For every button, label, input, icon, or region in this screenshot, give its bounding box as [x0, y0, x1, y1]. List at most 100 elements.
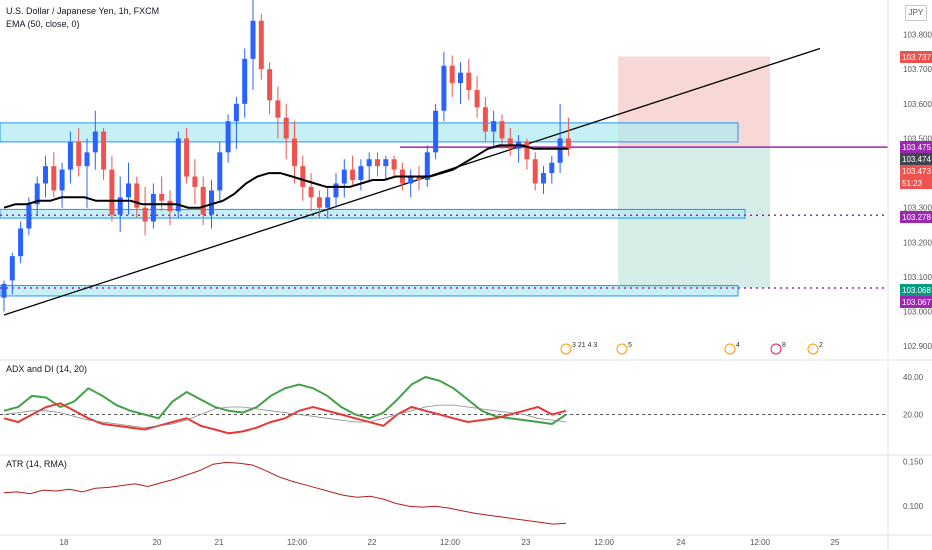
candle-body	[184, 138, 190, 177]
candle-body	[449, 65, 455, 84]
event-marker-icon	[770, 343, 782, 355]
price-tag-label: 103.474	[902, 155, 931, 164]
candle-body	[76, 141, 82, 167]
price-tick-label: 103.700	[903, 65, 932, 74]
price-tick-label: 103.100	[903, 273, 932, 282]
candle-body	[458, 72, 463, 84]
price-tick-label: 103.500	[903, 134, 932, 143]
time-tick-label: 12:00	[440, 538, 461, 547]
candle-body	[482, 107, 488, 132]
candle-body	[499, 121, 505, 139]
price-tick-label: 103.200	[903, 238, 932, 247]
adx-panel[interactable]: 40.00 20.00	[0, 373, 924, 435]
event-marker-label: 2	[819, 342, 823, 349]
time-tick-label: 25	[831, 538, 840, 547]
candle-body	[341, 169, 347, 184]
candle-body	[466, 72, 472, 90]
candle-body	[375, 159, 380, 167]
ema-legend[interactable]: EMA (50, close, 0)	[6, 19, 80, 29]
candle-body	[300, 166, 306, 187]
time-tick-label: 18	[60, 538, 69, 547]
candle-body	[292, 138, 297, 167]
event-marker-label: 4	[736, 342, 740, 349]
candle-body	[474, 90, 480, 108]
candle-body	[383, 159, 389, 167]
event-marker-icon	[807, 343, 819, 355]
ema-line	[3, 144, 569, 209]
event-marker-icon	[616, 343, 628, 355]
candle-body	[101, 131, 107, 170]
minus-di-line	[3, 402, 567, 435]
candle-body	[532, 159, 538, 184]
candle-body	[175, 138, 181, 212]
candle-body	[34, 183, 40, 205]
price-tag-label: 103.473	[902, 167, 931, 176]
main-price-panel[interactable]	[1, 0, 821, 316]
candle-body	[209, 190, 214, 215]
price-tag-label: 103.068	[902, 286, 931, 295]
candle-body	[200, 186, 206, 215]
atr-tick-label: 0.150	[903, 457, 924, 466]
price-tag-label: 51:23	[902, 179, 923, 188]
price-tag	[900, 141, 932, 153]
price-tag	[900, 177, 932, 189]
support-zone	[0, 122, 739, 143]
price-tag	[900, 284, 932, 296]
candle-body	[126, 183, 131, 198]
candle-body	[167, 200, 173, 212]
candle-body	[43, 166, 48, 184]
price-tag-label: 103.278	[902, 213, 931, 222]
candle-body	[109, 169, 115, 215]
candle-body	[134, 183, 140, 208]
candle-body	[325, 197, 331, 208]
price-tag-label: 103.067	[902, 298, 931, 307]
event-marker-icon	[560, 343, 572, 355]
candle-body	[557, 138, 563, 163]
candle-body	[333, 183, 339, 198]
price-tick-label: 102.900	[903, 342, 932, 351]
time-tick-label: 12:00	[287, 538, 308, 547]
price-tag	[900, 296, 932, 308]
adx-tick-label: 20.00	[903, 411, 924, 420]
candle-body	[308, 186, 314, 198]
candle-body	[59, 169, 65, 191]
candle-body	[150, 193, 156, 222]
price-tick-label: 103.300	[903, 204, 932, 213]
adx-legend[interactable]: ADX and DI (14, 20)	[6, 364, 88, 374]
price-tick-label: 103.600	[903, 100, 932, 109]
candle-body	[159, 193, 165, 201]
atr-panel[interactable]: 0.150 0.100	[3, 457, 924, 525]
price-tags: 103.737 103.475 103.474 103.473 51:23 103.278…	[900, 51, 932, 308]
price-tick-label: 103.000	[903, 308, 932, 317]
candle-body	[549, 162, 555, 174]
event-markers[interactable]: 3 21 4 3 5 4 8 2	[560, 342, 823, 355]
candle-body	[92, 131, 98, 153]
time-axis[interactable]: 18 20 21 12:00 22 12:00 23 12:00 24 12:00 25	[60, 538, 840, 547]
adx-tick-label: 40.00	[903, 373, 924, 382]
atr-line	[3, 461, 567, 525]
currency-badge[interactable]: JPY	[905, 5, 927, 21]
atr-legend[interactable]: ATR (14, RMA)	[6, 459, 67, 469]
candle-body	[117, 197, 123, 215]
time-tick-label: 12:00	[750, 538, 771, 547]
candle-body	[242, 58, 248, 104]
support-zone	[0, 285, 739, 297]
candle-body	[524, 141, 530, 160]
support-zone	[0, 208, 746, 219]
event-marker-label: 5	[628, 342, 632, 349]
candle-body	[283, 117, 289, 139]
candle-body	[250, 20, 256, 59]
time-tick-label: 24	[677, 538, 686, 547]
atr-tick-label: 0.100	[903, 502, 924, 511]
candle-body	[433, 110, 439, 153]
symbol-title[interactable]: U.S. Dollar / Japanese Yen, 1h, FXCM	[6, 6, 160, 16]
time-tick-label: 20	[153, 538, 162, 547]
candle-body	[565, 138, 571, 149]
price-zones-layer	[0, 56, 888, 297]
event-marker-label: 3 21 4 3	[572, 342, 597, 349]
candle-body	[84, 152, 90, 167]
event-marker-icon	[724, 343, 736, 355]
price-tag	[900, 165, 932, 177]
